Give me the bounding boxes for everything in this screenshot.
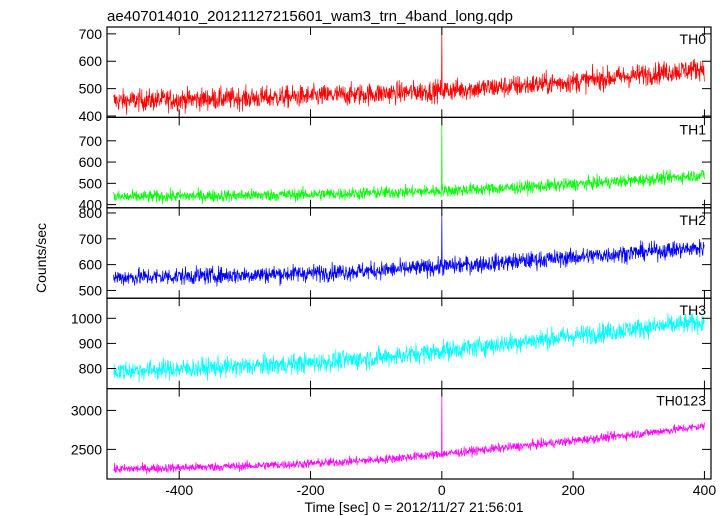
panel-th3: 800 900 1000 TH3 bbox=[71, 297, 712, 390]
y-tick-label: 2500 bbox=[71, 441, 102, 457]
panel-th0: 400 500 600 700 TH0 bbox=[79, 26, 712, 124]
y-tick-label: 600 bbox=[79, 154, 103, 170]
y-tick-label: 600 bbox=[79, 257, 103, 273]
panel-th2: 500 600 700 800 TH2 bbox=[79, 205, 712, 299]
series-label-th2: TH2 bbox=[680, 212, 707, 228]
y-tick-label: 500 bbox=[79, 81, 103, 97]
panel-frame bbox=[106, 207, 712, 299]
y-tick-label: 700 bbox=[79, 133, 103, 149]
x-axis-label: Time [sec] 0 = 2012/11/27 21:56:01 bbox=[304, 499, 523, 515]
y-tick-label: 700 bbox=[79, 26, 103, 42]
y-tick-label: 1000 bbox=[71, 310, 102, 326]
series-line-th1 bbox=[113, 117, 705, 205]
y-tick-label: 800 bbox=[79, 361, 103, 377]
y-tick-label: 400 bbox=[79, 108, 103, 124]
panel-group: 400 500 600 700 TH0 400 500 600 700 TH1 500 600 700 8… bbox=[71, 26, 716, 498]
x-tick-label: 0 bbox=[438, 482, 446, 498]
series-line-th0 bbox=[113, 27, 705, 116]
series-label-th3: TH3 bbox=[680, 302, 707, 318]
series-label-th0123: TH0123 bbox=[656, 393, 706, 409]
y-axis-label: Counts/sec bbox=[33, 223, 49, 293]
chart-title: ae407014010_20121127215601_wam3_trn_4ban… bbox=[107, 8, 513, 25]
y-tick-label: 500 bbox=[79, 282, 103, 298]
y-tick-label: 700 bbox=[79, 231, 103, 247]
series-line-th3 bbox=[113, 312, 705, 383]
series-line-th2 bbox=[113, 212, 705, 287]
x-tick-label: 400 bbox=[693, 482, 717, 498]
series-line-th0123 bbox=[113, 390, 705, 475]
y-tick-label: 600 bbox=[79, 53, 103, 69]
panel-th1: 400 500 600 700 TH1 bbox=[79, 116, 712, 213]
y-tick-label: 900 bbox=[79, 335, 103, 351]
y-tick-label: 3000 bbox=[71, 402, 102, 418]
panel-th0123: 2500 3000 TH0123 bbox=[71, 388, 712, 480]
panel-frame bbox=[106, 388, 712, 480]
x-tick-label: -200 bbox=[297, 482, 325, 498]
x-tick-label: -400 bbox=[165, 482, 193, 498]
y-tick-label: 800 bbox=[79, 205, 103, 221]
y-tick-label: 500 bbox=[79, 175, 103, 191]
series-label-th0: TH0 bbox=[680, 31, 707, 47]
y-tick-label: 400 bbox=[79, 197, 103, 213]
x-tick-label: 200 bbox=[561, 482, 585, 498]
series-label-th1: TH1 bbox=[680, 121, 707, 137]
panel-frame bbox=[106, 26, 712, 119]
